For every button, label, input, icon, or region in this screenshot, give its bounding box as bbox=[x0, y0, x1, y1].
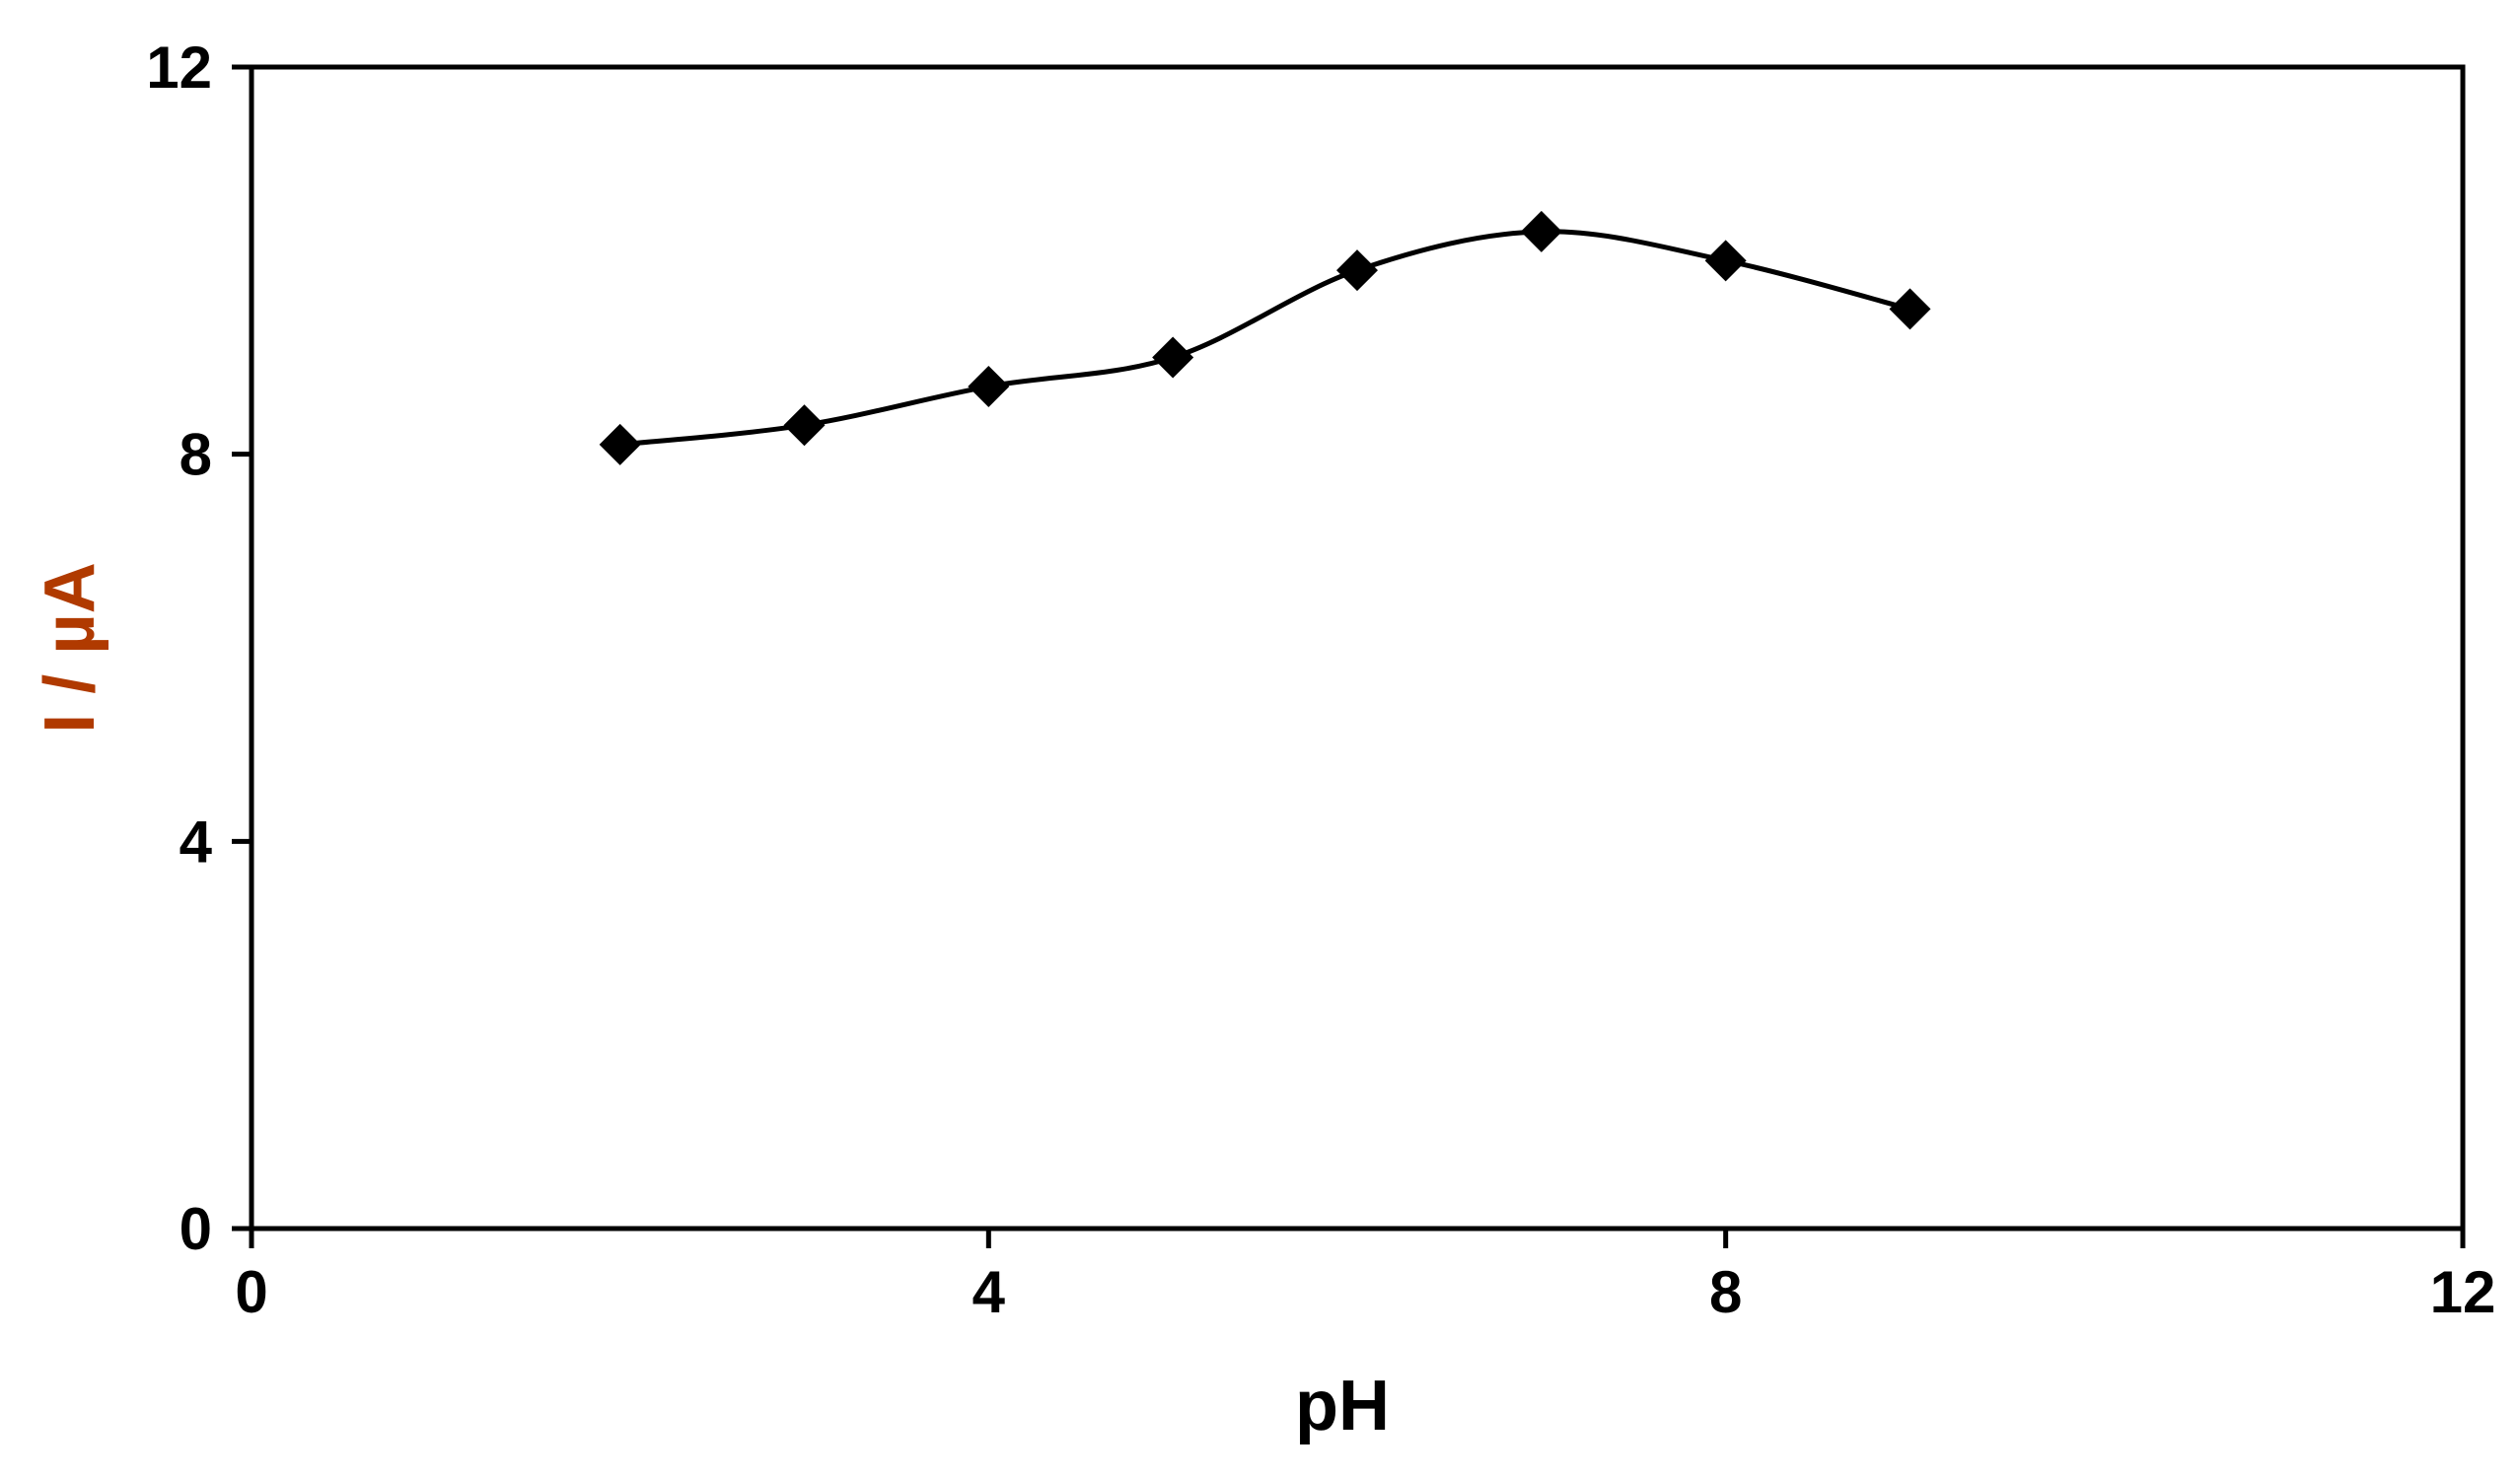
data-point-marker bbox=[968, 365, 1010, 407]
data-point-marker bbox=[783, 404, 826, 447]
y-tick-label: 8 bbox=[180, 422, 212, 488]
x-tick-label: 0 bbox=[235, 1259, 267, 1325]
data-point-marker bbox=[599, 423, 641, 465]
plot-frame bbox=[249, 64, 2466, 1232]
data-point-marker bbox=[1152, 336, 1194, 379]
series-line bbox=[619, 229, 1911, 448]
data-point-marker bbox=[1336, 249, 1378, 292]
data-point-marker bbox=[1704, 240, 1747, 282]
data-point-marker bbox=[1889, 288, 1931, 330]
x-axis-title: pH bbox=[1295, 1367, 1390, 1445]
y-tick-label: 0 bbox=[180, 1196, 212, 1262]
x-axis-ticks: 0 4 8 12 bbox=[235, 1229, 2495, 1325]
x-tick-label: 4 bbox=[972, 1259, 1006, 1325]
y-axis-ticks: 0 4 8 12 bbox=[146, 35, 252, 1262]
x-tick-label: 12 bbox=[2430, 1259, 2496, 1325]
x-tick-label: 8 bbox=[1709, 1259, 1742, 1325]
series-markers bbox=[599, 210, 1931, 465]
data-point-marker bbox=[1520, 210, 1562, 252]
y-tick-label: 12 bbox=[146, 35, 212, 101]
y-tick-label: 4 bbox=[180, 809, 213, 875]
y-axis-title: I / µA bbox=[31, 562, 109, 734]
